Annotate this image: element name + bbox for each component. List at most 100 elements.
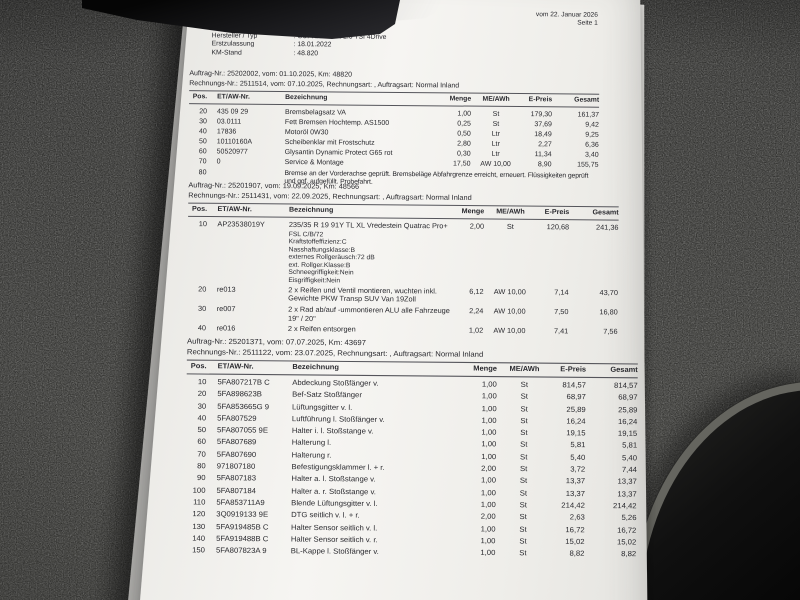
row-part-number: 5FA919488B C bbox=[216, 535, 269, 544]
col-header-description: Bezeichnung bbox=[288, 206, 334, 215]
description-line: Lüftungsgitter v. l. bbox=[292, 403, 353, 412]
row-unit-price: 5,40 bbox=[570, 454, 586, 462]
row-part-number: 5FA807055 9E bbox=[217, 427, 269, 435]
row-unit-price: 179,30 bbox=[530, 111, 553, 119]
row-pos: 80 bbox=[197, 463, 206, 471]
description-line: Bremsbelagsatz VA bbox=[284, 109, 346, 117]
table-header-row: Pos. ET/AW-Nr. Bezeichnung Menge ME/AWh … bbox=[186, 359, 638, 379]
row-quantity: 1,00 bbox=[480, 489, 496, 498]
row-quantity: 17,50 bbox=[453, 160, 471, 169]
row-unit-price: 19,15 bbox=[566, 430, 586, 438]
row-unit: St bbox=[520, 429, 528, 438]
row-unit-price: 120,68 bbox=[546, 224, 570, 232]
row-part-number: 5FA807690 bbox=[216, 451, 257, 459]
row-pos: 40 bbox=[197, 325, 207, 333]
row-pos: 10 bbox=[197, 378, 207, 387]
col-header-unit: ME/AWh bbox=[496, 208, 525, 216]
col-header-quantity: Menge bbox=[473, 365, 498, 373]
row-total: 43,70 bbox=[599, 289, 618, 297]
row-part-number: re013 bbox=[216, 286, 236, 294]
row-pos: 140 bbox=[192, 535, 206, 543]
row-total: 3,40 bbox=[584, 151, 599, 160]
description-line: Halter Sensor seitlich v. l. bbox=[290, 523, 378, 533]
row-total: 155,75 bbox=[577, 162, 599, 170]
row-unit-price: 18,49 bbox=[534, 131, 552, 139]
row-part-number: 50520977 bbox=[216, 148, 248, 157]
row-total: 6,36 bbox=[585, 141, 599, 150]
row-unit-price: 8,82 bbox=[569, 550, 585, 559]
row-unit-price: 7,14 bbox=[554, 289, 569, 297]
row-quantity: 1,00 bbox=[480, 501, 496, 510]
row-description: 2 x Reifen und Ventil montieren, wuchten… bbox=[278, 287, 438, 306]
row-unit-price: 37,69 bbox=[534, 121, 552, 129]
row-total: 9,42 bbox=[585, 121, 599, 129]
col-header-unit-price: E-Preis bbox=[544, 208, 570, 217]
table-row: 20 re013 2 x Reifen und Ventil montieren, … bbox=[187, 286, 618, 307]
row-unit: St bbox=[519, 501, 527, 510]
row-unit: St bbox=[506, 223, 514, 231]
row-description: 235/35 R 19 91Y TL XL Vredestein Quatrac… bbox=[278, 222, 447, 286]
row-pos: 90 bbox=[197, 475, 206, 483]
row-unit-price: 2,27 bbox=[538, 141, 552, 149]
row-pos: 30 bbox=[199, 118, 207, 126]
row-total: 214,42 bbox=[612, 502, 637, 511]
description-line: Halter a. l. Stoßstange v. bbox=[291, 475, 376, 485]
row-total: 8,82 bbox=[621, 550, 637, 559]
description-subline: Eisgriffigkeit:Nein bbox=[288, 276, 341, 285]
row-quantity: 1,00 bbox=[480, 549, 496, 558]
row-description: Befestigungsklammer l. + r. bbox=[280, 464, 447, 475]
row-part-number: 971807180 bbox=[216, 463, 256, 471]
row-part-number: 5FA807183 bbox=[216, 475, 257, 484]
row-quantity: 1,00 bbox=[481, 381, 497, 389]
row-description: Fett Bremsen Hochtemp. AS1500 bbox=[275, 119, 427, 129]
row-pos: 100 bbox=[192, 487, 206, 495]
row-quantity: 1,00 bbox=[481, 453, 497, 462]
invoice-section: Auftrag-Nr.: 25202002, vom: 01.10.2025, … bbox=[188, 69, 600, 189]
row-pos: 20 bbox=[198, 285, 207, 294]
row-unit: St bbox=[519, 477, 528, 486]
row-unit-price: 68,97 bbox=[566, 394, 586, 402]
row-pos: 110 bbox=[193, 499, 206, 507]
row-total: 7,44 bbox=[621, 466, 637, 475]
description-line: Service & Montage bbox=[284, 159, 344, 167]
row-quantity: 1,00 bbox=[481, 441, 497, 450]
row-part-number: 5FA853711A9 bbox=[216, 499, 265, 508]
sections-host: Auftrag-Nr.: 25202002, vom: 01.10.2025, … bbox=[145, 0, 650, 600]
row-unit: AW 10,00 bbox=[493, 288, 526, 296]
description-subline: Gewichte PKW Transp SUV Van 19Zoll bbox=[288, 295, 416, 304]
row-description: Luftführung l. Stoßfänger v. bbox=[281, 416, 448, 427]
row-unit-price: 214,42 bbox=[561, 502, 585, 510]
row-unit-price: 25,89 bbox=[566, 406, 586, 414]
row-pos: 20 bbox=[197, 390, 207, 399]
row-unit: St bbox=[519, 550, 527, 558]
row-unit: St bbox=[492, 120, 500, 128]
row-description: Halter Sensor seitlich v. l. bbox=[280, 524, 447, 535]
row-pos: 20 bbox=[199, 108, 208, 116]
row-description: Blende Lüftungsgitter v. l. bbox=[280, 500, 447, 511]
row-total: 5,26 bbox=[621, 514, 637, 523]
table-header-row: Pos. ET/AW-Nr. Bezeichnung Menge ME/AWh … bbox=[189, 90, 600, 108]
row-unit: St bbox=[519, 538, 527, 546]
row-part-number: 5FA807217B C bbox=[217, 378, 270, 387]
row-description: Scheibenklar mit Frostschutz bbox=[275, 139, 427, 149]
row-part-number: 0 bbox=[216, 158, 221, 166]
desk-edge-corner bbox=[632, 382, 800, 600]
row-quantity: 0,30 bbox=[456, 150, 471, 158]
row-quantity: 2,00 bbox=[469, 223, 485, 231]
description-line: Glysantin Dynamic Protect G65 rot bbox=[284, 149, 393, 158]
table-row: 150 5FA807823A 9 BL-Kappe l. Stoßfänger v.… bbox=[185, 547, 636, 563]
col-header-description: Bezeichnung bbox=[285, 94, 328, 102]
row-pos: 130 bbox=[192, 523, 206, 531]
row-part-number: 03.0111 bbox=[216, 118, 242, 126]
row-total: 814,57 bbox=[614, 382, 638, 391]
row-total: 241,36 bbox=[595, 224, 619, 232]
row-total: 13,37 bbox=[617, 478, 637, 487]
row-description: Halter a. r. Stoßstange v. bbox=[280, 488, 447, 499]
row-pos: 30 bbox=[197, 305, 207, 313]
col-header-total: Gesamt bbox=[610, 366, 638, 375]
row-unit-price: 8,90 bbox=[537, 161, 552, 169]
description-line: Motoröl 0W30 bbox=[284, 129, 329, 137]
col-header-unit-price: E-Preis bbox=[528, 96, 553, 104]
row-unit-price: 11,34 bbox=[534, 151, 552, 159]
